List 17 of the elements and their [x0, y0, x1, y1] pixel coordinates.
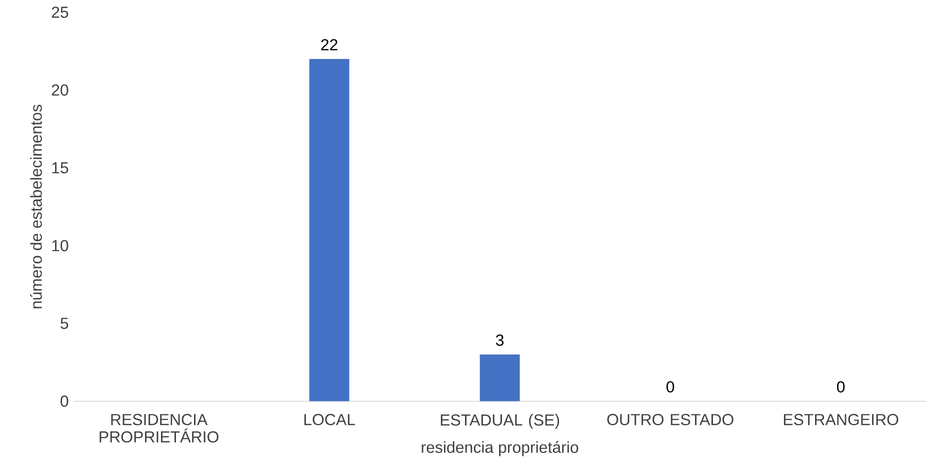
- y-tick-label: 15: [52, 162, 68, 174]
- data-label: 22: [321, 39, 338, 50]
- x-tick-label: RESIDENCIA PROPRIETÁRIO: [100, 414, 218, 443]
- y-tick-label: 20: [52, 84, 68, 96]
- x-tick-label: ESTADUAL (SE): [440, 414, 560, 430]
- y-tick-label: 25: [52, 6, 68, 18]
- x-axis-title: residencia proprietário: [422, 441, 578, 456]
- y-tick-label: 0: [60, 396, 68, 408]
- data-label: 0: [666, 381, 674, 393]
- x-tick-label: OUTRO ESTADO: [607, 414, 734, 426]
- x-tick-label: LOCAL: [304, 414, 355, 426]
- data-label: 0: [837, 381, 845, 393]
- y-tick-label: 5: [60, 318, 68, 330]
- data-label: 3: [496, 334, 504, 346]
- y-tick-label: 10: [52, 240, 68, 252]
- y-axis-title: número de estabelecimentos: [30, 104, 42, 309]
- x-tick-label: ESTRANGEIRO: [784, 414, 898, 426]
